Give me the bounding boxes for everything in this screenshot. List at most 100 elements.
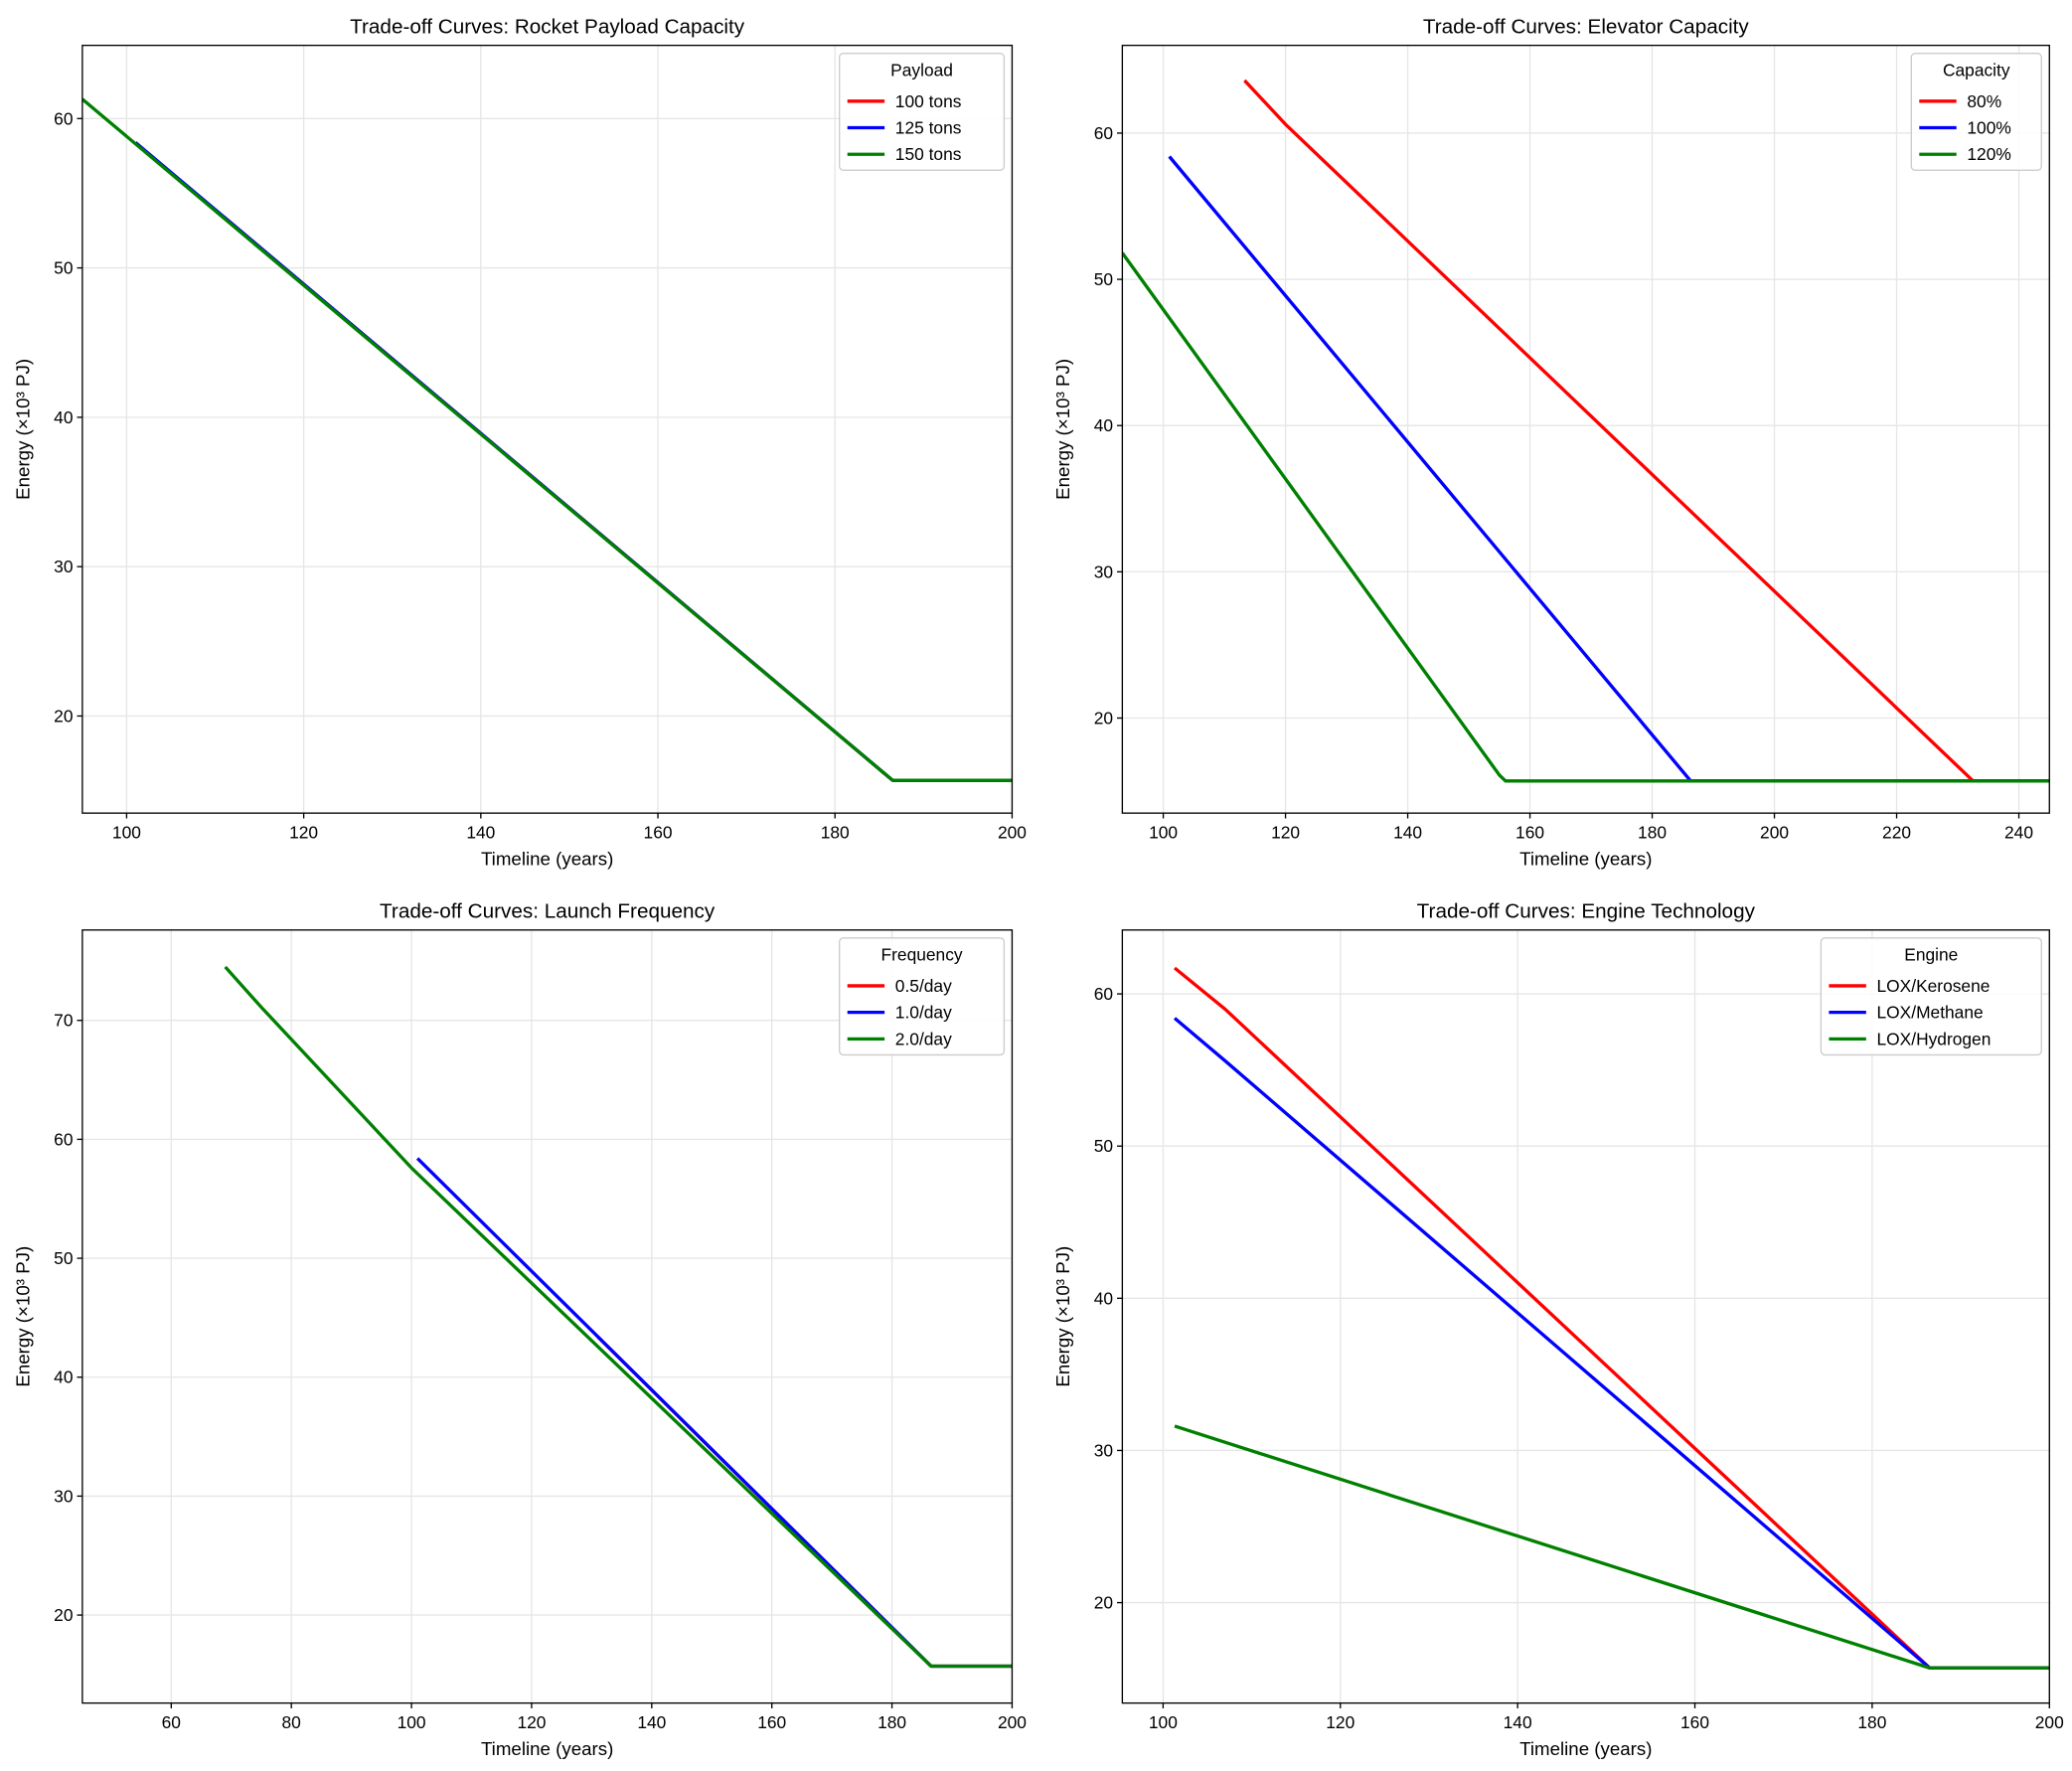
- x-tick-label: 120: [1326, 1712, 1355, 1732]
- x-tick-label: 240: [2004, 823, 2033, 843]
- chart-title: Trade-off Curves: Launch Frequency: [380, 900, 716, 923]
- y-tick-label: 30: [54, 1486, 73, 1506]
- legend-label: 120%: [1967, 144, 2010, 164]
- y-tick-label: 50: [54, 258, 73, 278]
- x-tick-label: 180: [1857, 1712, 1886, 1732]
- x-axis-label: Timeline (years): [1519, 1738, 1652, 1759]
- y-tick-label: 20: [54, 706, 73, 725]
- legend-label: 0.5/day: [895, 976, 952, 996]
- y-tick-label: 50: [1094, 1136, 1113, 1156]
- series-line-lox-hydrogen: [1174, 1424, 2050, 1671]
- x-tick-label: 60: [162, 1712, 181, 1732]
- legend-label: 1.0/day: [895, 1003, 952, 1023]
- x-tick-label: 160: [1680, 1712, 1709, 1732]
- series-line-125-tons: [134, 141, 1013, 782]
- axes-frame: [1121, 44, 2050, 814]
- x-tick-label: 200: [998, 823, 1027, 843]
- x-tick-label: 120: [517, 1712, 546, 1732]
- x-tick-label: 100: [112, 823, 141, 843]
- legend-label: 100%: [1967, 118, 2010, 138]
- x-tick-label: 200: [1760, 823, 1789, 843]
- legend-label: 125 tons: [895, 118, 962, 138]
- y-tick-label: 60: [54, 108, 73, 128]
- x-tick-label: 140: [1393, 823, 1422, 843]
- x-tick-label: 200: [998, 1712, 1027, 1732]
- x-tick-label: 140: [466, 823, 495, 843]
- y-tick-label: 50: [1094, 269, 1113, 289]
- legend: Payload 100 tons 125 tons 150 tons: [839, 52, 1006, 171]
- series-line-2-0-day: [224, 965, 1013, 1669]
- x-tick-label: 220: [1882, 823, 1911, 843]
- legend-label: LOX/Hydrogen: [1877, 1029, 1992, 1048]
- y-tick-label: 20: [54, 1605, 73, 1625]
- x-axis-label: Timeline (years): [1519, 848, 1652, 869]
- legend: Capacity 80% 100% 120%: [1910, 52, 2042, 171]
- series-line-lox-kerosene: [1173, 966, 2050, 1671]
- legend-box: [839, 52, 1006, 171]
- x-tick-label: 120: [1271, 823, 1300, 843]
- series-line-100-tons: [223, 216, 1013, 782]
- x-tick-label: 100: [1149, 823, 1178, 843]
- x-tick-label: 120: [289, 823, 318, 843]
- y-tick-label: 40: [1094, 1288, 1113, 1308]
- y-tick-label: 40: [54, 1368, 73, 1387]
- legend: Frequency 0.5/day 1.0/day 2.0/day: [839, 937, 1006, 1056]
- y-tick-label: 70: [54, 1011, 73, 1031]
- y-tick-label: 30: [1094, 562, 1113, 581]
- x-tick-label: 140: [1504, 1712, 1532, 1732]
- legend-label: 100 tons: [895, 91, 962, 111]
- series-line-120-: [1122, 251, 2050, 783]
- legend-title: Engine: [1904, 945, 1958, 965]
- legend-label: LOX/Kerosene: [1877, 976, 1991, 996]
- y-tick-label: 60: [54, 1129, 73, 1149]
- series-line-lox-methane: [1173, 1017, 2050, 1671]
- y-tick-label: 30: [54, 557, 73, 576]
- x-tick-label: 160: [1515, 823, 1544, 843]
- subplot-2: 100 120 140 160 180 200 220 240 20 30 40 50 60 Trade-…: [1052, 16, 2050, 869]
- legend-title: Frequency: [881, 945, 963, 965]
- legend: Engine LOX/Kerosene LOX/Methane LOX/Hydroge…: [1820, 937, 2042, 1056]
- series-line-1-0-day: [415, 1157, 1013, 1669]
- legend-box: [1820, 937, 2042, 1056]
- chart-title: Trade-off Curves: Engine Technology: [1417, 900, 1756, 923]
- y-tick-label: 60: [1094, 123, 1113, 143]
- y-tick-label: 30: [1094, 1440, 1113, 1460]
- legend-label: 150 tons: [895, 144, 962, 164]
- x-tick-label: 160: [644, 823, 673, 843]
- series-line-150-tons: [81, 97, 1013, 782]
- series-line-100-: [1168, 155, 2050, 783]
- x-axis-label: Timeline (years): [481, 1738, 613, 1759]
- x-tick-label: 160: [757, 1712, 786, 1732]
- x-tick-label: 200: [2035, 1712, 2064, 1732]
- legend-box: [1910, 52, 2042, 171]
- y-tick-label: 40: [1094, 415, 1113, 435]
- y-axis-label: Energy (×10³ PJ): [12, 359, 33, 500]
- x-axis-label: Timeline (years): [481, 848, 613, 869]
- y-axis-label: Energy (×10³ PJ): [12, 1246, 33, 1387]
- legend-label: 2.0/day: [895, 1029, 952, 1048]
- x-tick-label: 180: [821, 823, 850, 843]
- chart-title: Trade-off Curves: Elevator Capacity: [1423, 16, 1750, 39]
- y-tick-label: 20: [1094, 1593, 1113, 1613]
- series-line-80-: [1243, 79, 2050, 783]
- subplot-4: 100 120 140 160 180 200 20 30 40 50 60 Trade-off Cu…: [1052, 900, 2064, 1759]
- subplot-3: 60 80 100 120 140 160 180 200 20 30 40 50 60 70 Trade-…: [12, 900, 1027, 1759]
- axes-frame: [1121, 929, 2050, 1704]
- legend-box: [839, 937, 1006, 1056]
- axes-frame: [81, 44, 1014, 814]
- y-tick-label: 40: [54, 407, 73, 427]
- chart-title: Trade-off Curves: Rocket Payload Capacit…: [350, 16, 745, 39]
- legend-label: LOX/Methane: [1877, 1003, 1984, 1023]
- x-tick-label: 180: [877, 1712, 906, 1732]
- series-line-0-5-day: [596, 1335, 1013, 1669]
- x-tick-label: 80: [282, 1712, 301, 1732]
- subplot-1: 100 120 140 160 180 200 20 30 40 50 60 Trade-off Cu…: [12, 16, 1027, 870]
- legend-label: 80%: [1967, 91, 2001, 111]
- y-axis-label: Energy (×10³ PJ): [1052, 1246, 1073, 1387]
- legend-title: Capacity: [1943, 60, 2010, 80]
- legend-title: Payload: [890, 60, 953, 80]
- y-tick-label: 60: [1094, 984, 1113, 1004]
- y-tick-label: 50: [54, 1248, 73, 1268]
- axes-frame: [81, 929, 1014, 1704]
